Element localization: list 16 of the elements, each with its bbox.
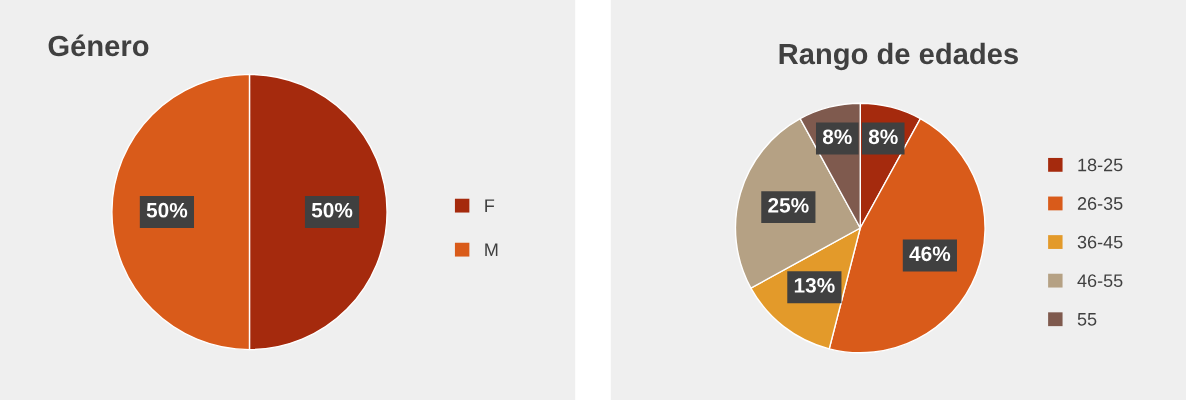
data-label: 8% <box>822 129 852 145</box>
legend-label: 18-25 <box>1078 158 1123 172</box>
legend-label: 26-35 <box>1077 197 1123 210</box>
chart-title: Género <box>48 34 149 57</box>
data-label: 46% <box>909 246 951 262</box>
legend-label: F <box>485 199 495 212</box>
data-label: 50% <box>311 202 353 218</box>
legend-label: 55 <box>1077 313 1097 326</box>
data-label: 50% <box>146 202 188 218</box>
chart-title: Rango de edades <box>779 42 1018 71</box>
legend-label: 46-55 <box>1077 274 1123 288</box>
legend-label: M <box>485 243 498 256</box>
data-label: 8% <box>868 129 898 145</box>
data-label: 25% <box>768 197 809 213</box>
legend-label: 36-45 <box>1077 235 1123 249</box>
data-label: 13% <box>794 278 835 293</box>
